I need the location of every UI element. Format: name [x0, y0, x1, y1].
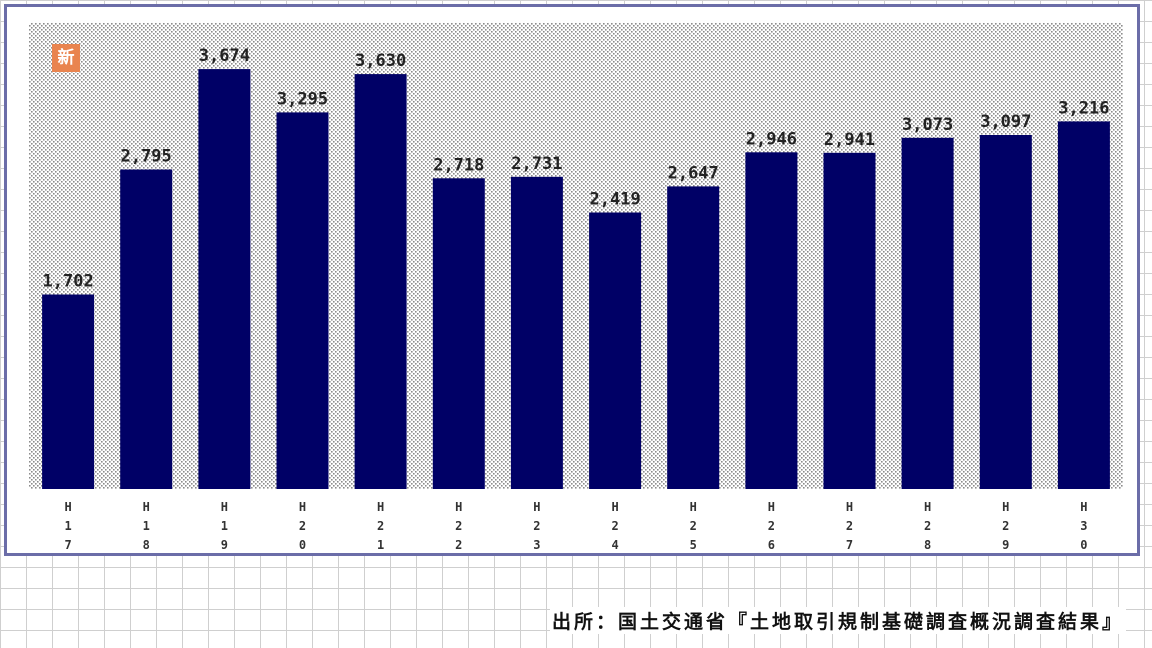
bar-H21 — [354, 74, 407, 489]
bar-H27 — [823, 152, 876, 490]
value-label-H22: 2,718 — [433, 155, 484, 175]
value-label-H27: 2,941 — [824, 130, 875, 150]
bar-H26 — [745, 152, 798, 490]
bar-H17 — [42, 294, 95, 489]
plot-area — [29, 23, 1123, 489]
bar-H22 — [432, 178, 485, 490]
bar-H20 — [276, 112, 329, 490]
source-note: 出所：国土交通省『土地取引規制基礎調査概況調査結果』 — [549, 607, 1126, 634]
value-label-H17: 1,702 — [43, 272, 94, 292]
value-label-H18: 2,795 — [121, 147, 172, 167]
bar-H29 — [979, 135, 1032, 489]
value-label-H28: 3,073 — [902, 115, 953, 135]
value-label-H24: 2,419 — [590, 190, 641, 210]
bar-H30 — [1057, 121, 1110, 490]
value-label-H23: 2,731 — [511, 154, 562, 174]
bar-H28 — [901, 137, 954, 490]
bar-chart: 1,702 2,795 3,674 3,295 3,630 2,718 2,731 2,419… — [29, 23, 1123, 551]
bar-H23 — [510, 176, 563, 490]
value-label-H26: 2,946 — [746, 129, 797, 149]
bar-H18 — [120, 169, 173, 489]
value-label-H21: 3,630 — [355, 51, 406, 71]
value-label-H29: 3,097 — [980, 112, 1031, 132]
value-label-H25: 2,647 — [668, 163, 719, 183]
value-label-H19: 3,674 — [199, 46, 250, 66]
value-label-H20: 3,295 — [277, 89, 328, 109]
bar-H24 — [589, 212, 642, 489]
value-label-H30: 3,216 — [1058, 98, 1109, 118]
bar-H19 — [198, 69, 251, 489]
bar-H25 — [667, 186, 720, 489]
chart-frame: 1,702 2,795 3,674 3,295 3,630 2,718 2,731 2,419… — [4, 4, 1140, 556]
new-badge: 新 — [52, 44, 80, 72]
